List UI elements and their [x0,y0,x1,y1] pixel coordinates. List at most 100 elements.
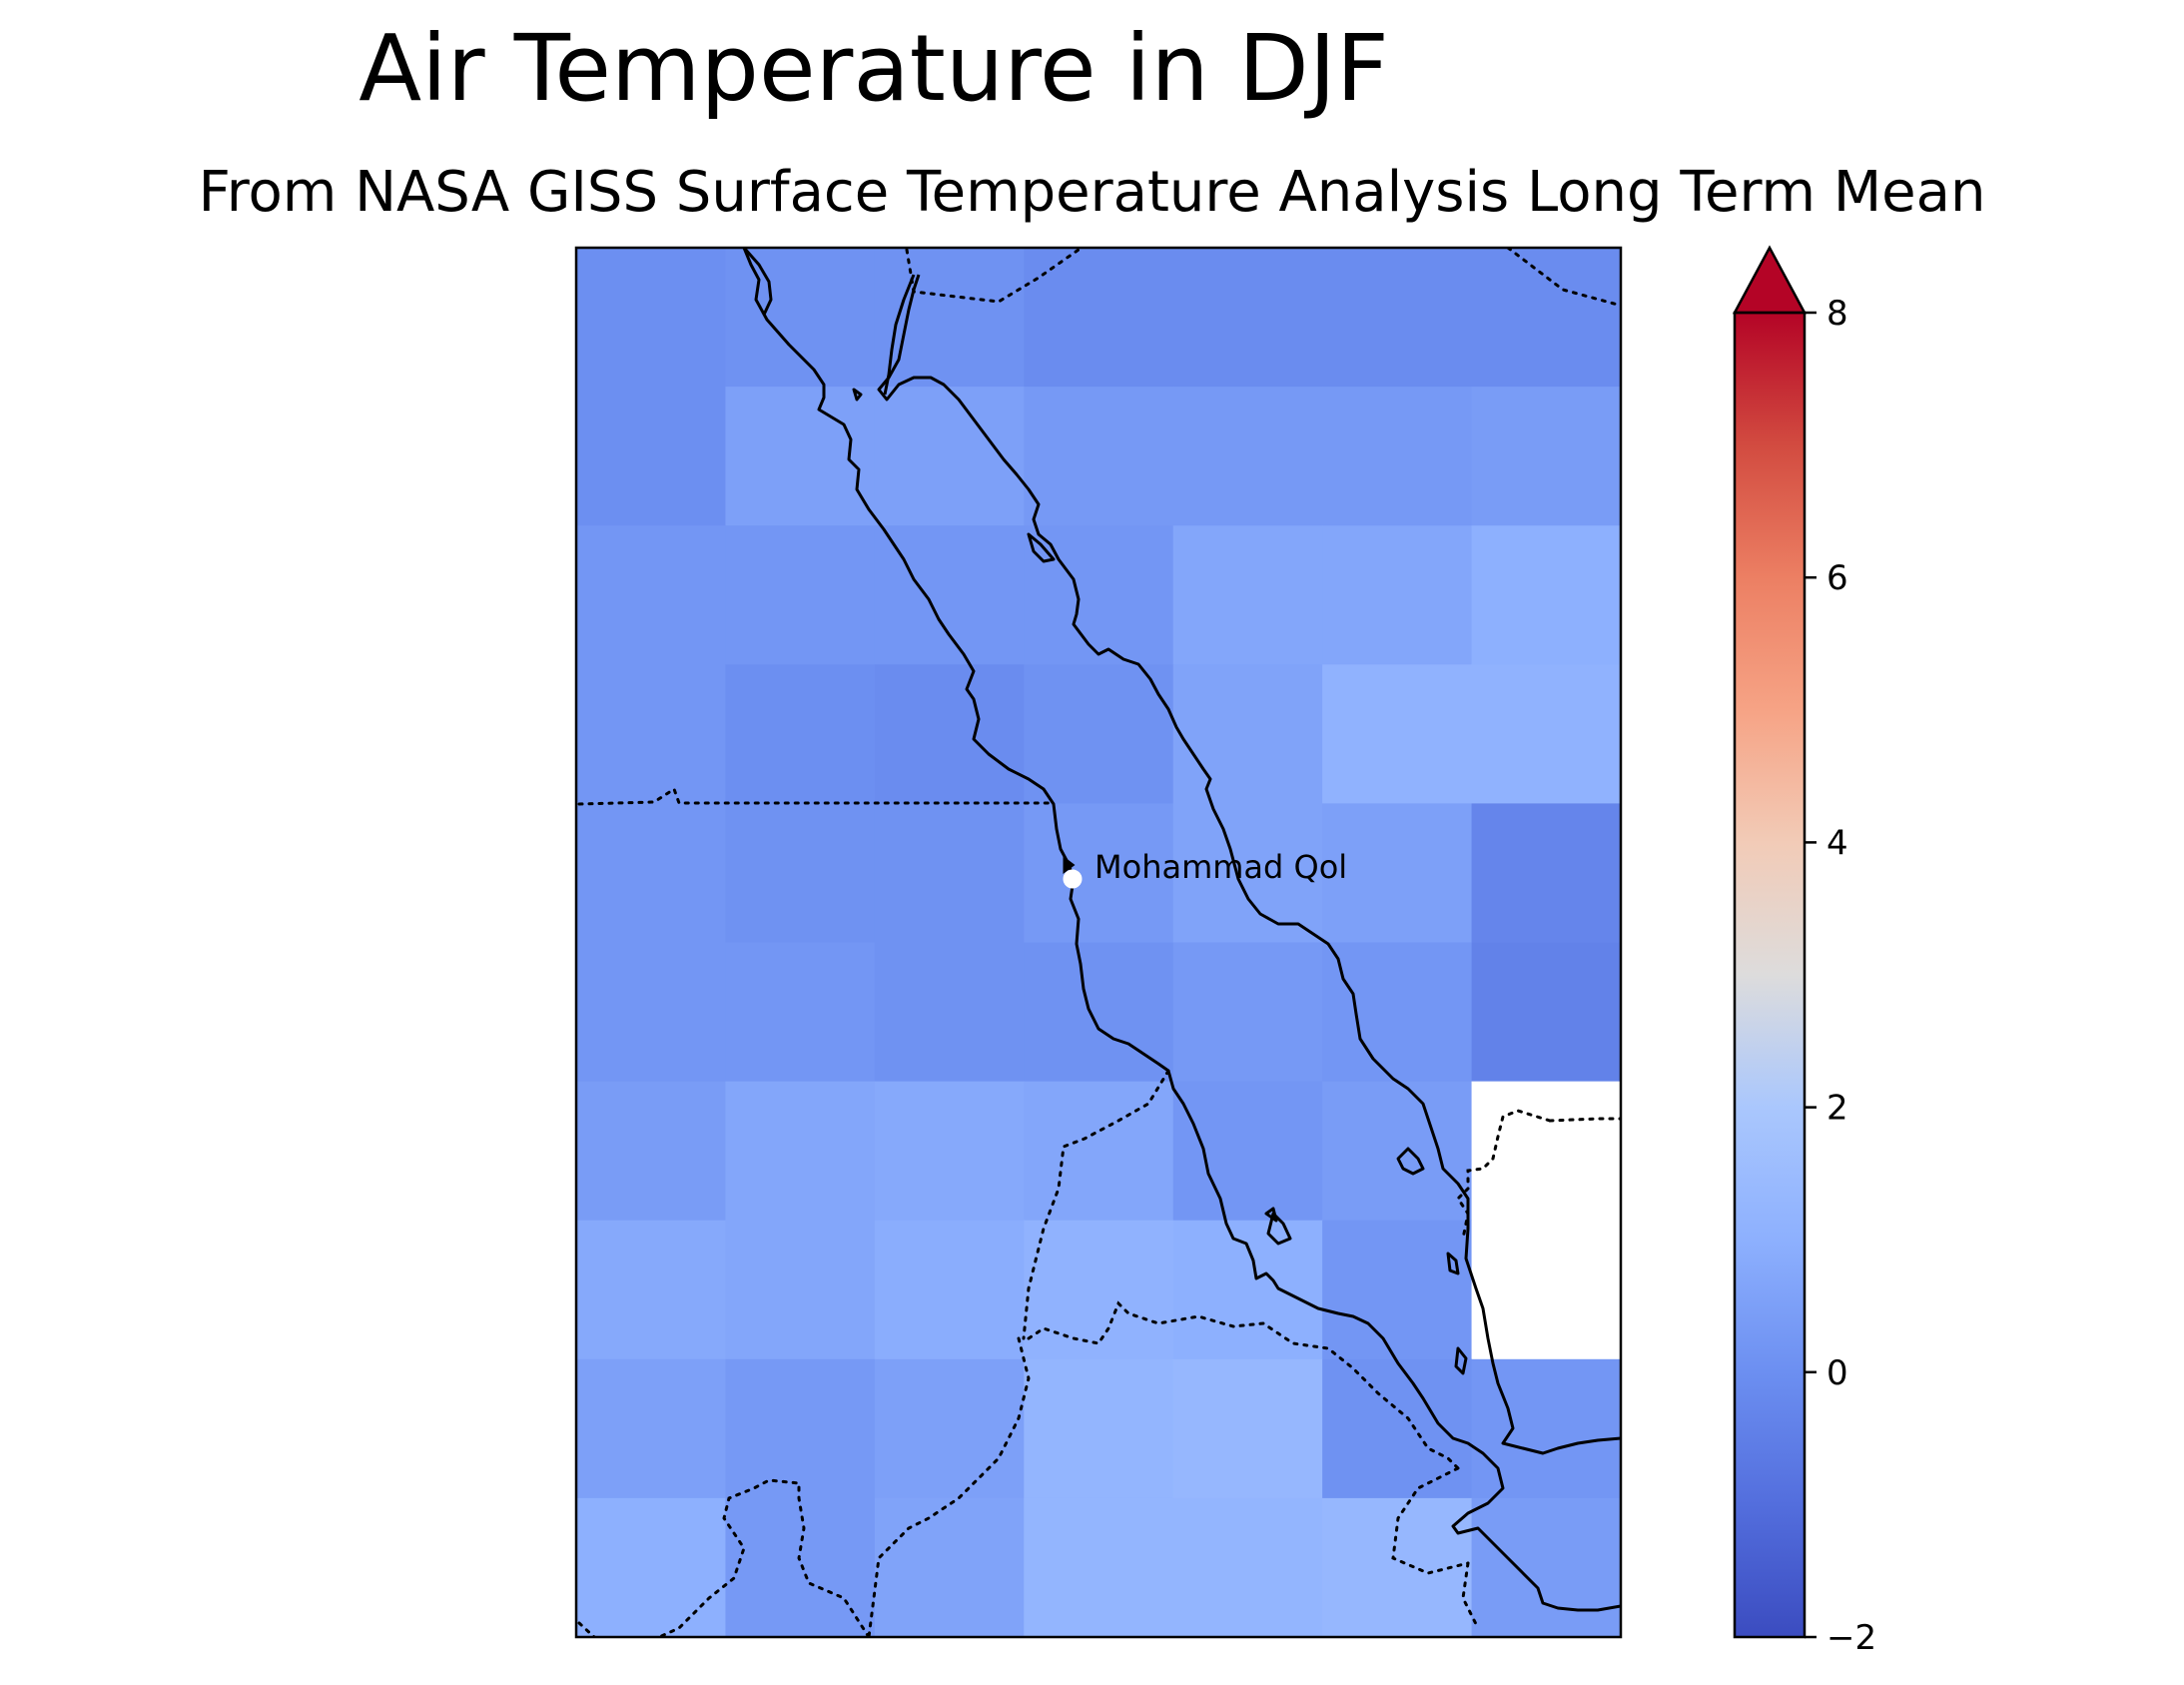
grid-cell [1172,525,1323,665]
grid-cell [874,664,1025,804]
grid-cell [874,1497,1025,1638]
grid-cell [576,942,727,1083]
grid-cell [725,664,876,804]
grid-cell [1172,1497,1323,1638]
grid-cell [1024,664,1174,804]
colorbar-gradient [1735,313,1805,1637]
island-north [852,388,863,402]
grid-cell [1172,387,1323,526]
colorbar-tick-label: 4 [1826,823,1848,863]
grid-cell [1471,664,1622,804]
grid-cell [576,1358,727,1499]
grid-cell [725,803,876,944]
coast-gulf-aqaba [883,274,916,396]
grid-cell [1322,387,1473,526]
colorbar-frame [1733,311,1807,1639]
grid-cell [725,942,876,1083]
map-frame [574,246,1623,1639]
grid-cell [1322,1358,1473,1499]
coast-sinai-west [742,248,773,316]
grid-cell [1172,803,1323,944]
island-dahlak-2 [1264,1207,1278,1223]
colorbar-tick-label: 6 [1826,558,1848,598]
grid-cell [1024,1497,1174,1638]
grid-cell [725,1358,876,1499]
grid-cell [1471,803,1622,944]
border-ethiopia-djibouti [1461,1561,1480,1630]
sub-title: From NASA GISS Surface Temperature Analy… [198,160,1986,225]
island-farasan [1396,1147,1425,1176]
grid-cell [874,1081,1025,1222]
grid-cell [1471,248,1622,388]
grid-cell [725,248,876,388]
grid-cell [725,387,876,526]
colorbar-tick-label: 8 [1826,294,1848,334]
colorbar: −2 0 2 4 6 8 [1732,245,1876,1658]
grid-cell [576,803,727,944]
grid-cell-missing [1471,1081,1622,1222]
grid-cell [1024,248,1174,388]
place-label: Mohammad Qol [1094,848,1347,886]
grid-cell [1322,525,1473,665]
island-kamaran [1446,1252,1460,1275]
grid-cell [576,664,727,804]
coast-east [877,274,1621,1455]
grid-cell [1471,1497,1622,1638]
grid-cell [725,1497,876,1638]
border-sinai [905,248,1081,304]
grid-cell [1024,1081,1174,1222]
grid-cell [725,1220,876,1360]
grid-cell [1172,248,1323,388]
grid-cell [874,525,1025,665]
grid-cell [1024,803,1174,944]
colorbar-ticks: −2 0 2 4 6 8 [1805,294,1876,1658]
grid-cell [725,1081,876,1222]
island-tiran [1027,532,1056,563]
island-zubair [1454,1346,1468,1375]
country-borders [577,248,1621,1637]
border-yemen-east [1548,1117,1621,1123]
grid-cell [1322,942,1473,1083]
grid-cell [874,1358,1025,1499]
border-yemen-saudi [1456,1109,1552,1241]
island-dahlak [1266,1212,1292,1246]
border-egypt-sudan [577,786,1053,806]
grid-cell [576,248,727,388]
grid-cell [874,248,1025,388]
grid-cell [1322,803,1473,944]
grid-cell [1471,525,1622,665]
grid-cell [1024,387,1174,526]
colorbar-extend-arrow [1732,245,1808,315]
grid-cell [1172,1081,1323,1222]
grid-cell [1024,525,1174,665]
grid-cell [1024,1358,1174,1499]
grid-cell [1471,942,1622,1083]
border-sudan-south [867,1336,1031,1637]
grid-cell [576,387,727,526]
grid-cell [576,525,727,665]
grid-cell [1024,942,1174,1083]
colorbar-tick-label: −2 [1826,1618,1876,1658]
grid-cell [1024,1220,1174,1360]
grid-cell [576,1220,727,1360]
grid-cell [1322,664,1473,804]
grid-cell [576,1081,727,1222]
grid-cell-missing [1471,1220,1622,1360]
colorbar-tick-label: 2 [1826,1089,1848,1129]
coastline [742,248,1621,1612]
border-saudi-jordan [1506,248,1620,307]
grid-cell [1172,942,1323,1083]
grid-cell [725,525,876,665]
grid-cell [874,942,1025,1083]
main-title: Air Temperature in DJF [359,15,1389,122]
grid-cell [874,1220,1025,1360]
grid-cell [1471,387,1622,526]
colorbar-tick-label: 0 [1826,1353,1848,1393]
coast-west [742,248,1621,1612]
grid-cell [1322,1081,1473,1222]
border-sw-corner [577,1621,596,1637]
grid-cell [1471,1358,1622,1499]
border-ethiopia-eritrea [1391,1466,1470,1575]
grid-cell [1322,1220,1473,1360]
shore-marker [1063,856,1076,874]
